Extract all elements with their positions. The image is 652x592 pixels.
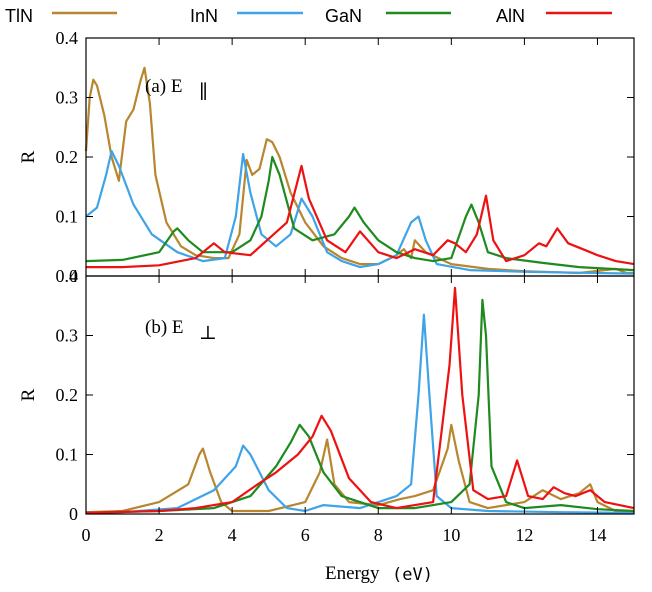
- x-tick-label: 0: [82, 525, 91, 545]
- series-line-aln-panel-b: [85, 286, 635, 514]
- y-tick-label-panel-b: 0.3: [56, 326, 79, 346]
- x-tick-label: 2: [155, 525, 164, 545]
- panel-b-y-ticks: 0 0.1 0.2 0.3 0.4: [56, 266, 634, 524]
- y-tick-label-panel-b: 0.2: [56, 385, 79, 405]
- y-tick-label-panel-a: 0.1: [56, 207, 79, 227]
- y-tick-label-panel-b: 0.1: [56, 445, 79, 465]
- panel-b: 0 0.1 0.2 0.3 0.4 (b) E ⊥ R: [18, 266, 635, 524]
- panel-b-label-subscript: ⊥: [199, 323, 217, 344]
- panel-a-series: [84, 66, 635, 275]
- y-tick-label-panel-a: 0.4: [56, 28, 79, 48]
- series-line-tln-panel-b: [85, 423, 635, 514]
- series-line-aln-panel-a: [86, 164, 635, 269]
- y-tick-label-panel-a: 0: [69, 266, 78, 286]
- series-line-gan-panel-b: [85, 298, 635, 514]
- y-tick-label-panel-b: 0: [69, 504, 78, 524]
- x-axis-unit: (eV): [392, 565, 433, 585]
- panel-a-y-ticks: 0 0.1 0.2 0.3 0.4: [56, 28, 634, 286]
- panel-b-y-axis-label: R: [18, 388, 39, 401]
- x-axis-label: Energy: [325, 563, 380, 584]
- x-tick-label: 6: [301, 525, 310, 545]
- series-line-tln-panel-a: [84, 66, 634, 275]
- panel-b-series: [85, 286, 635, 514]
- x-tick-label: 14: [588, 525, 606, 545]
- x-tick-label: 12: [515, 525, 533, 545]
- series-line-gan-panel-a: [85, 155, 635, 272]
- legend-label-gan: GaN: [325, 6, 362, 26]
- x-tick-label: 10: [442, 525, 460, 545]
- panel-b-frame: [85, 275, 635, 515]
- panel-a-y-axis-label: R: [18, 150, 39, 163]
- panel-a: 0 0.1 0.2 0.3 0.4 (a) E ∥ R: [18, 28, 635, 286]
- y-tick-label-panel-a: 0.3: [56, 88, 79, 108]
- legend-label-inn: InN: [190, 6, 218, 26]
- legend: TlN InN GaN AlN: [5, 6, 612, 26]
- panel-a-label: (a) E: [145, 76, 182, 97]
- x-axis: 0 2 4 6 8 10 12 14: [82, 38, 606, 545]
- panel-b-label: (b) E: [145, 317, 184, 338]
- y-tick-label-panel-a: 0.2: [56, 147, 79, 167]
- series-line-inn-panel-b: [85, 313, 635, 514]
- series-line-inn-panel-a: [85, 150, 635, 275]
- x-tick-label: 4: [228, 525, 237, 545]
- legend-label-tln: TlN: [5, 6, 33, 26]
- panel-a-label-subscript: ∥: [199, 82, 208, 103]
- y-tick-label-panel-b: 0.4: [56, 266, 79, 286]
- legend-label-aln: AlN: [496, 6, 525, 26]
- x-tick-label: 8: [374, 525, 383, 545]
